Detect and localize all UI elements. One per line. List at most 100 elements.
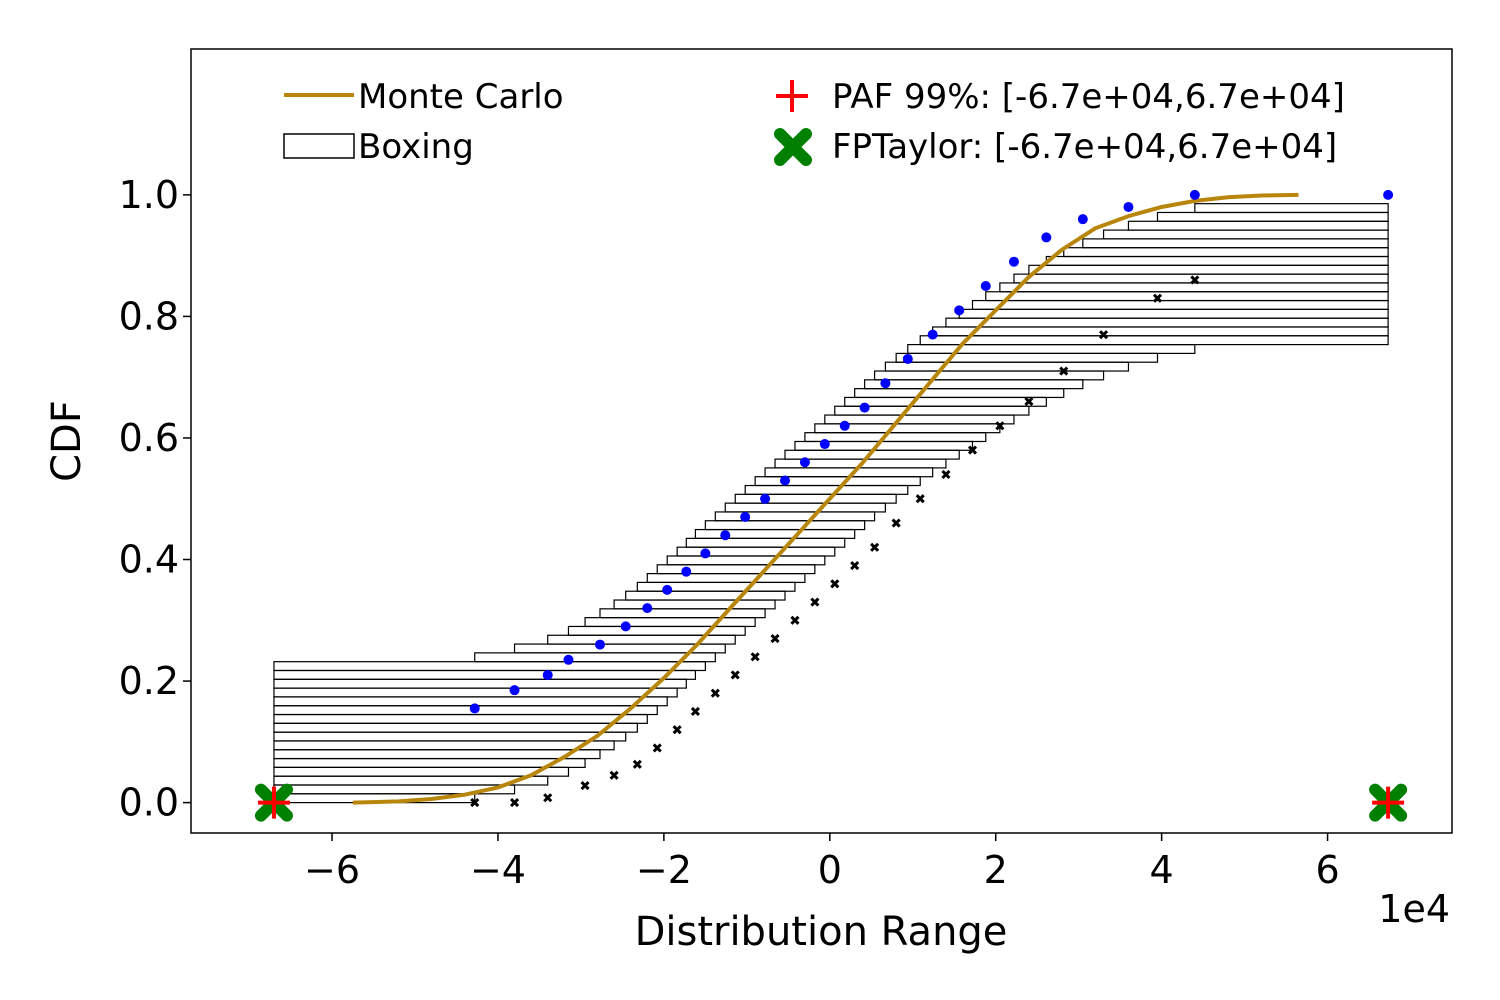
upper-bound-point: [902, 353, 913, 364]
upper-bound-point: [1041, 232, 1052, 243]
boxing-rect: [584, 617, 756, 628]
legend-box-swatch: [283, 133, 355, 159]
upper-bound-point: [700, 548, 711, 559]
boxing-rect: [625, 590, 786, 601]
upper-bound-point: [859, 402, 870, 413]
boxing-rect: [273, 669, 697, 680]
boxing-rect: [273, 687, 678, 698]
boxing-rect: [599, 608, 766, 619]
upper-bound-point: [642, 603, 653, 614]
boxing-rect: [273, 740, 615, 751]
boxing-rect: [971, 299, 1389, 310]
range-markers-layer: [254, 783, 1408, 822]
lower-bound-point: [710, 688, 720, 698]
boxing-rect: [1127, 220, 1389, 231]
boxing-rect: [919, 335, 1389, 346]
boxing-rect: [646, 573, 806, 584]
upper-bound-point: [563, 654, 574, 665]
legend-label-paf: PAF 99%: [-6.7e+04,6.7e+04]: [832, 77, 1345, 117]
boxing-rect: [694, 528, 856, 539]
lower-bound-point: [690, 706, 700, 717]
boxing-rect: [273, 705, 658, 716]
upper-bound-point: [927, 329, 938, 340]
lower-bound-point: [810, 597, 820, 607]
boxing-rect: [567, 625, 746, 636]
boxing-rect: [1082, 238, 1389, 249]
upper-bound-point: [681, 566, 692, 577]
boxing-rect: [958, 308, 1389, 319]
boxing-rect: [945, 317, 1389, 328]
x-tick-label: 2: [984, 848, 1008, 892]
boxing-rect: [613, 599, 776, 610]
boxing-rect: [1102, 229, 1389, 240]
boxing-rect: [985, 291, 1389, 302]
lower-bound-point: [1152, 293, 1163, 303]
lower-bound-point: [967, 445, 978, 455]
boxing-rect: [999, 282, 1389, 293]
boxing-rect: [1063, 247, 1389, 258]
y-tick-label: 0.8: [119, 294, 179, 338]
lower-bound-point: [652, 743, 662, 753]
lower-bound-point: [1099, 330, 1109, 340]
monte-carlo-layer: [352, 192, 1299, 805]
lower-bound-point: [750, 652, 760, 662]
boxing-rect: [704, 520, 866, 531]
x-tick-label: 0: [818, 848, 842, 892]
boxing-rect: [824, 414, 1015, 425]
upper-bound-point: [740, 511, 751, 522]
boxing-rect: [1013, 273, 1389, 284]
boxing-rect: [873, 370, 1105, 381]
lower-bound-point: [830, 579, 840, 589]
upper-bound-point: [954, 305, 965, 316]
upper-bound-point: [720, 530, 731, 541]
y-axis-ticks: 0.0 0.2 0.4 0.6 0.8 1.0: [119, 173, 191, 825]
upper-bound-point: [1189, 189, 1200, 200]
paf-marker: [1372, 786, 1405, 819]
x-tick-label: 6: [1315, 848, 1339, 892]
x-tick-label: −2: [636, 848, 692, 892]
upper-bound-point: [542, 669, 553, 680]
y-tick-label: 0.6: [119, 416, 179, 460]
legend-label-fptaylor: FPTaylor: [-6.7e+04,6.7e+04]: [832, 127, 1337, 167]
boxing-rect: [273, 722, 638, 733]
upper-bound-point: [509, 685, 520, 696]
boxing-rect: [273, 678, 687, 689]
upper-bound-point: [799, 457, 810, 468]
lower-bound-point: [1190, 275, 1200, 285]
plot-area-frame: [190, 48, 1453, 834]
boxing-rect: [844, 396, 1047, 407]
boxing-rect: [724, 502, 886, 513]
boxing-rect: [273, 757, 586, 768]
upper-bound-point: [1383, 189, 1394, 200]
upper-bound-point: [839, 420, 850, 431]
boxing-rect: [273, 749, 601, 760]
lower-bound-point: [1059, 366, 1069, 376]
paf-marker: [257, 786, 290, 819]
upper-bound-point: [620, 621, 631, 632]
boxing-rect: [1028, 264, 1389, 275]
boxing-rect: [884, 361, 1130, 372]
upper-bound-point: [469, 703, 480, 714]
y-tick-label: 0.4: [119, 538, 179, 582]
upper-bound-point: [880, 378, 891, 389]
x-axis-label: Distribution Range: [635, 909, 1008, 955]
boxing-rect: [804, 432, 987, 443]
legend-x-swatch: [774, 128, 812, 166]
legend-label-monte-carlo: Monte Carlo: [358, 77, 564, 117]
legend-plus-swatch: [776, 80, 808, 112]
monte-carlo-line: [352, 192, 1299, 805]
boxing-rect: [666, 555, 826, 566]
lower-bound-point: [790, 615, 800, 625]
upper-bound-point: [1123, 202, 1134, 213]
boxing-rect: [1194, 203, 1389, 214]
lower-bound-point: [941, 469, 951, 479]
lower-bound-point: [632, 759, 642, 769]
upper-bound-point: [662, 584, 673, 595]
lower-bound-point: [543, 793, 553, 803]
lower-bound-point: [509, 798, 520, 808]
upper-bound-point: [819, 439, 830, 450]
x-tick-label: 4: [1150, 848, 1174, 892]
boxing-rect: [932, 326, 1389, 337]
boxing-rect: [864, 379, 1084, 390]
